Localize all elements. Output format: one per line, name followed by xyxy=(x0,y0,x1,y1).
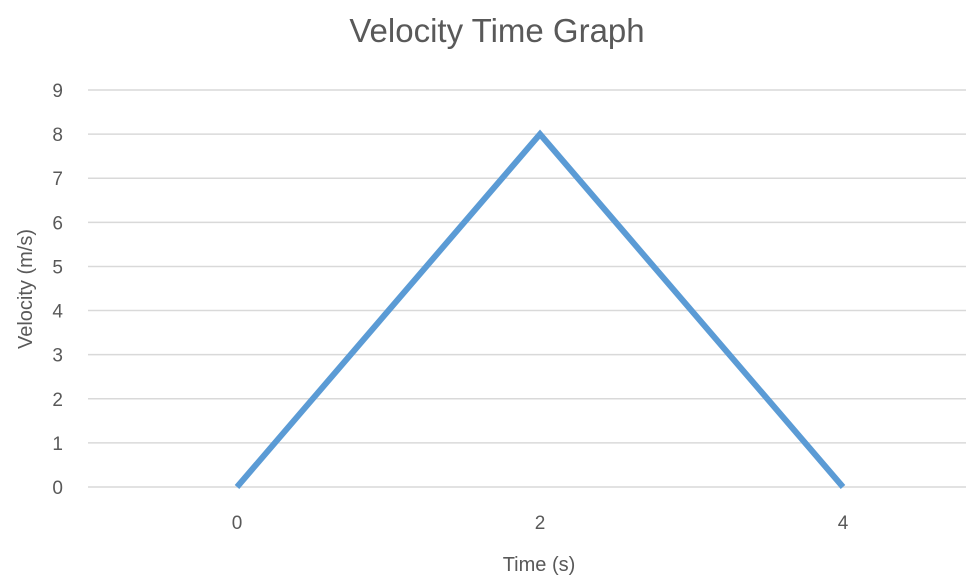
y-tick-label: 3 xyxy=(52,346,63,367)
y-tick-label: 6 xyxy=(52,213,63,234)
y-tick-label: 4 xyxy=(52,302,63,323)
gridlines xyxy=(88,89,966,488)
y-axis-label: Velocity (m/s) xyxy=(15,229,37,349)
y-tick-label: 7 xyxy=(52,169,63,190)
x-tick-label: 4 xyxy=(838,513,849,534)
x-axis-ticks: 0 2 4 xyxy=(232,513,849,534)
y-axis-ticks: 0 1 2 3 4 5 6 7 8 9 xyxy=(52,81,63,499)
x-tick-label: 2 xyxy=(535,513,546,534)
x-tick-label: 0 xyxy=(232,513,243,534)
y-tick-label: 9 xyxy=(52,81,63,102)
x-axis-label: Time (s) xyxy=(503,554,576,576)
chart-title: Velocity Time Graph xyxy=(349,12,644,49)
y-tick-label: 1 xyxy=(52,434,63,455)
y-tick-label: 0 xyxy=(52,478,63,499)
series-line-0 xyxy=(234,129,846,489)
y-tick-label: 2 xyxy=(52,390,63,411)
series-layer xyxy=(234,129,846,489)
y-tick-label: 8 xyxy=(52,125,63,146)
y-tick-label: 5 xyxy=(52,257,63,278)
